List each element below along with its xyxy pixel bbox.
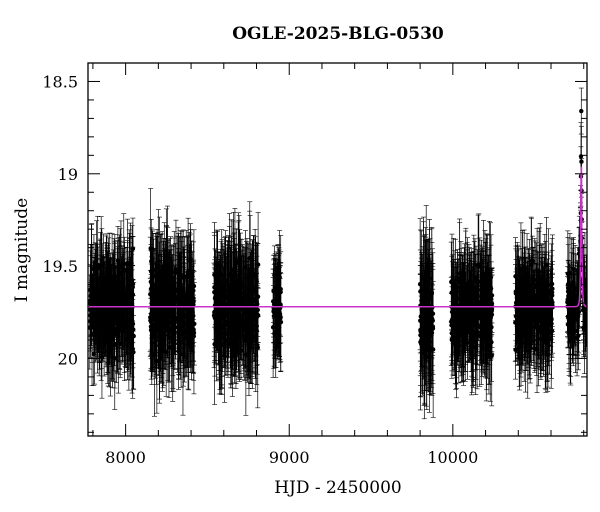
data-point <box>166 283 171 289</box>
data-point <box>171 317 176 322</box>
data-point <box>228 337 234 342</box>
data-point <box>162 328 167 333</box>
data-point <box>187 283 192 289</box>
data-point <box>169 308 174 313</box>
data-point <box>113 287 118 292</box>
data-point <box>164 276 169 282</box>
data-point <box>226 294 231 299</box>
data-point <box>424 273 429 278</box>
data-point <box>221 292 227 298</box>
data-point <box>236 324 241 329</box>
data-point <box>154 278 160 283</box>
data-point <box>213 275 218 280</box>
data-point <box>241 310 246 316</box>
data-point <box>154 359 160 364</box>
data-point <box>115 315 120 321</box>
data-point <box>245 318 251 324</box>
data-point <box>181 291 187 297</box>
data-point <box>128 294 133 299</box>
data-point <box>100 306 106 312</box>
data-point <box>235 285 240 291</box>
data-point <box>229 273 234 278</box>
data-point <box>91 285 96 291</box>
data-point <box>89 273 94 278</box>
data-point <box>175 325 180 330</box>
data-point <box>159 283 165 288</box>
data-point <box>276 289 281 294</box>
data-point <box>219 314 225 320</box>
data-point <box>243 352 249 357</box>
data-point <box>429 327 435 332</box>
data-point <box>275 307 280 312</box>
data-point <box>192 321 197 327</box>
data-point <box>110 292 115 298</box>
data-point <box>124 314 129 319</box>
data-point <box>251 271 256 276</box>
data-point <box>245 335 250 340</box>
data-point <box>112 265 118 270</box>
data-point <box>96 301 101 306</box>
data-point <box>128 327 133 332</box>
data-point <box>182 328 187 333</box>
data-point <box>176 317 181 322</box>
data-point <box>122 324 128 329</box>
data-point <box>184 321 190 327</box>
data-point <box>126 307 131 312</box>
data-point <box>229 311 235 316</box>
data-point <box>417 282 423 287</box>
data-point <box>232 261 238 267</box>
data-point <box>426 308 431 314</box>
data-point <box>153 310 159 315</box>
data-point <box>255 294 261 299</box>
data-point <box>88 293 93 299</box>
data-point <box>99 295 104 300</box>
data-point <box>105 328 110 333</box>
data-point <box>149 319 154 324</box>
data-point <box>424 343 429 348</box>
data-point <box>214 327 219 333</box>
data-point <box>238 265 243 271</box>
chart-title: OGLE-2025-BLG-0530 <box>232 24 444 44</box>
data-point <box>91 351 96 357</box>
data-point <box>116 274 121 279</box>
data-point <box>158 318 163 323</box>
data-point <box>427 339 432 345</box>
data-point <box>122 292 127 297</box>
data-point <box>177 281 182 286</box>
data-point <box>104 291 110 296</box>
data-point <box>217 292 222 298</box>
data-point <box>253 310 258 315</box>
data-point <box>120 312 125 318</box>
data-point <box>155 271 161 276</box>
data-point <box>112 355 117 361</box>
data-point <box>151 325 156 330</box>
photometry-points <box>88 87 587 420</box>
data-point <box>216 317 222 322</box>
data-point <box>185 342 190 347</box>
data-point <box>232 314 237 320</box>
data-point <box>250 327 256 332</box>
data-point <box>419 306 425 312</box>
data-point <box>99 355 105 360</box>
data-point <box>157 334 162 339</box>
data-point <box>101 301 106 307</box>
data-point <box>226 283 231 289</box>
data-point <box>191 334 196 339</box>
data-point <box>188 310 193 315</box>
data-point <box>430 318 435 323</box>
data-point <box>222 300 227 306</box>
